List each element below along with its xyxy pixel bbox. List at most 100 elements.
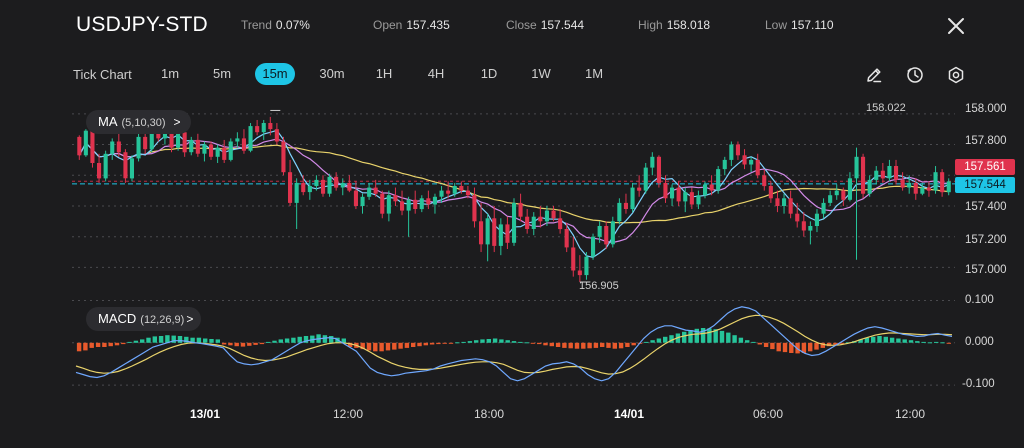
close-icon[interactable] xyxy=(944,14,968,38)
macd-bar xyxy=(121,342,126,345)
candle-body xyxy=(584,256,589,276)
candle xyxy=(202,141,207,162)
macd-bar xyxy=(940,342,945,344)
tab-1mo[interactable]: 1M xyxy=(584,66,604,81)
macd-bar xyxy=(562,342,567,348)
candle-body xyxy=(235,138,240,142)
candle-body xyxy=(887,166,892,179)
candle-body xyxy=(913,182,918,194)
macd-bar xyxy=(347,342,353,347)
macd-bar xyxy=(770,342,775,350)
draw-pencil-icon[interactable] xyxy=(864,65,884,85)
candle xyxy=(867,175,872,197)
candle xyxy=(894,159,899,185)
macd-bar xyxy=(203,338,208,343)
candle xyxy=(321,175,326,197)
candle-body xyxy=(854,156,859,179)
candle-body xyxy=(169,132,174,148)
candle-body xyxy=(360,196,365,206)
macd-bar xyxy=(329,336,334,343)
candle xyxy=(268,116,273,136)
tab-1h[interactable]: 1H xyxy=(375,66,393,81)
candle xyxy=(525,209,530,234)
candle-body xyxy=(749,159,754,165)
candle xyxy=(861,153,866,199)
macd-bar xyxy=(763,342,769,347)
candle-body xyxy=(110,141,115,154)
candle-body xyxy=(808,226,813,231)
candle xyxy=(400,190,405,216)
candle xyxy=(452,182,457,197)
candle-body xyxy=(432,196,437,205)
macd-bar xyxy=(650,340,655,343)
price-tick: 157.400 xyxy=(965,201,1007,213)
candle xyxy=(413,190,418,214)
macd-indicator-toggle[interactable]: MACD (12,26,9) > xyxy=(86,307,202,331)
macd-bar xyxy=(455,342,460,344)
macd-bar xyxy=(555,342,561,347)
candle-body xyxy=(307,186,312,193)
macd-bar xyxy=(474,340,479,343)
tab-30m[interactable]: 30m xyxy=(319,66,345,81)
candle xyxy=(235,132,240,148)
candle-body xyxy=(591,236,596,257)
time-tick: 13/01 xyxy=(190,407,221,421)
macd-bar xyxy=(549,342,554,347)
macd-bar xyxy=(833,342,838,345)
chart-type-selector[interactable]: Tick Chart xyxy=(73,67,132,82)
candle xyxy=(755,153,760,179)
candle-body xyxy=(281,141,286,173)
candle-body xyxy=(880,170,885,179)
candle-body xyxy=(729,144,734,160)
candles-group xyxy=(77,116,951,283)
macd-bar xyxy=(499,339,504,343)
ma-indicator-toggle[interactable]: MA (5,10,30) > xyxy=(86,110,191,134)
max-price-annotation: 158.022 xyxy=(866,102,906,114)
macd-bar xyxy=(896,338,901,343)
macd-bar xyxy=(234,342,239,347)
tab-15m[interactable]: 15m xyxy=(255,63,295,85)
macd-bar xyxy=(228,342,233,346)
candle-body xyxy=(577,270,582,276)
macd-bar xyxy=(190,337,195,343)
timer-clock-icon[interactable] xyxy=(905,65,925,85)
candle-body xyxy=(334,176,339,188)
candle-body xyxy=(847,178,852,200)
macd-bar xyxy=(108,342,113,347)
candle-body xyxy=(722,159,727,170)
candle xyxy=(518,193,523,222)
macd-bar xyxy=(612,342,617,349)
macd-bar xyxy=(240,342,246,347)
macd-bar xyxy=(700,328,706,343)
tab-5m[interactable]: 5m xyxy=(212,66,232,81)
candle-body xyxy=(788,198,793,214)
macd-bar xyxy=(196,337,202,343)
candle xyxy=(637,175,642,197)
settings-gear-icon[interactable] xyxy=(946,65,966,85)
candle xyxy=(498,218,503,256)
candle xyxy=(380,190,385,219)
candle-body xyxy=(103,153,108,179)
candle xyxy=(116,132,121,157)
candle xyxy=(432,193,437,214)
tab-1d[interactable]: 1D xyxy=(480,66,498,81)
candle-body xyxy=(446,190,451,194)
macd-bar xyxy=(215,339,220,343)
candle xyxy=(129,155,134,182)
candle xyxy=(314,175,319,191)
macd-tick: 0.100 xyxy=(965,294,994,306)
candlestick-chart[interactable] xyxy=(0,92,1024,448)
tab-4h[interactable]: 4H xyxy=(427,66,445,81)
macd-bar xyxy=(247,342,252,346)
macd-bar xyxy=(373,342,378,352)
macd-bar xyxy=(839,342,844,344)
candle xyxy=(880,162,885,183)
candle xyxy=(347,175,352,193)
candle-body xyxy=(762,175,767,187)
candle xyxy=(663,175,668,203)
time-tick: 06:00 xyxy=(753,407,784,421)
macd-bar xyxy=(284,338,290,343)
tab-1w[interactable]: 1W xyxy=(531,66,551,81)
open-stat: Open 157.435 xyxy=(373,18,450,32)
tab-1m[interactable]: 1m xyxy=(160,66,180,81)
